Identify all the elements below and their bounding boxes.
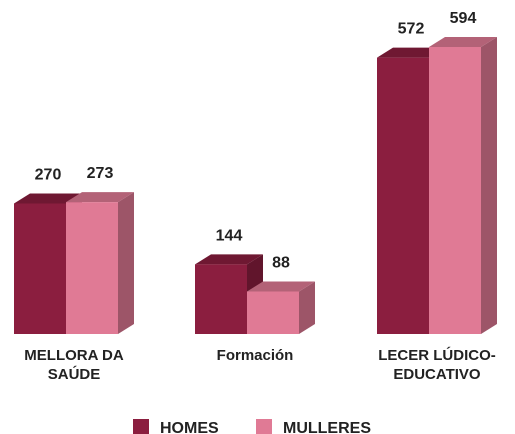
legend-label: HOMES [160, 420, 219, 434]
value-label: 144 [216, 227, 243, 244]
bar-face [377, 47, 445, 58]
value-label: 594 [450, 10, 477, 27]
legend-marker [256, 419, 272, 434]
bar-face [429, 47, 481, 334]
bar-face [247, 291, 299, 334]
bar-face [14, 193, 82, 204]
legend-marker [133, 419, 149, 434]
bar-face [14, 203, 66, 334]
value-label: 88 [272, 254, 290, 271]
x-tick-label: MELLORA DA SAÚDE [24, 347, 124, 383]
bar [66, 192, 134, 334]
bar-face [299, 281, 315, 334]
bar-face [66, 202, 118, 334]
bar [247, 281, 315, 334]
bar-face [377, 57, 429, 334]
value-label: 270 [35, 167, 62, 184]
bar-face [195, 254, 263, 265]
value-label: 273 [87, 165, 114, 182]
bar-face [429, 37, 497, 47]
bar-face [118, 192, 134, 334]
value-label: 572 [398, 21, 425, 38]
bar-face [481, 37, 497, 334]
bar-face [247, 281, 315, 292]
bar-face [195, 264, 247, 334]
x-tick-label: Formación [216, 347, 294, 364]
x-tick-label: LECER LÚDICO-EDUCATIVO [378, 347, 496, 383]
bar [429, 37, 497, 334]
bar-face [66, 192, 134, 203]
legend-label: MULLERES [283, 420, 371, 434]
